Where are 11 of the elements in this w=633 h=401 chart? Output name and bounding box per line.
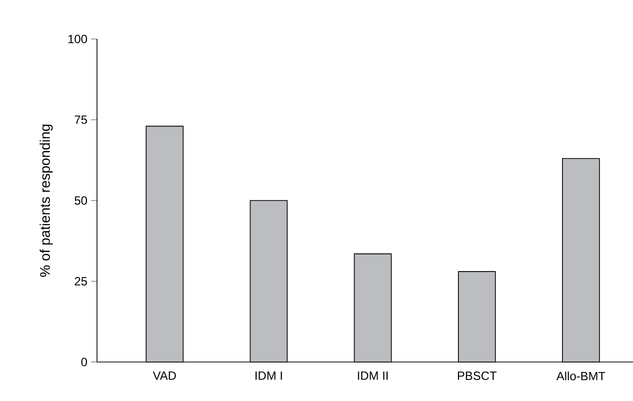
y-tick-label: 25 bbox=[74, 277, 87, 286]
y-tick-label: 100 bbox=[68, 34, 88, 44]
y-tick-label: 75 bbox=[74, 116, 87, 124]
x-tick-label: Allo-BMT bbox=[556, 372, 606, 380]
x-tick-label: IDM II bbox=[358, 372, 388, 380]
y-axis-title: % of patients responding bbox=[40, 124, 53, 277]
y-tick-label: 0 bbox=[81, 358, 88, 366]
x-tick-label: PBSCT bbox=[458, 372, 497, 380]
x-tick-label: VAD bbox=[152, 372, 176, 380]
x-tick-label: IDM I bbox=[256, 372, 282, 380]
y-tick-label: 50 bbox=[74, 196, 88, 205]
